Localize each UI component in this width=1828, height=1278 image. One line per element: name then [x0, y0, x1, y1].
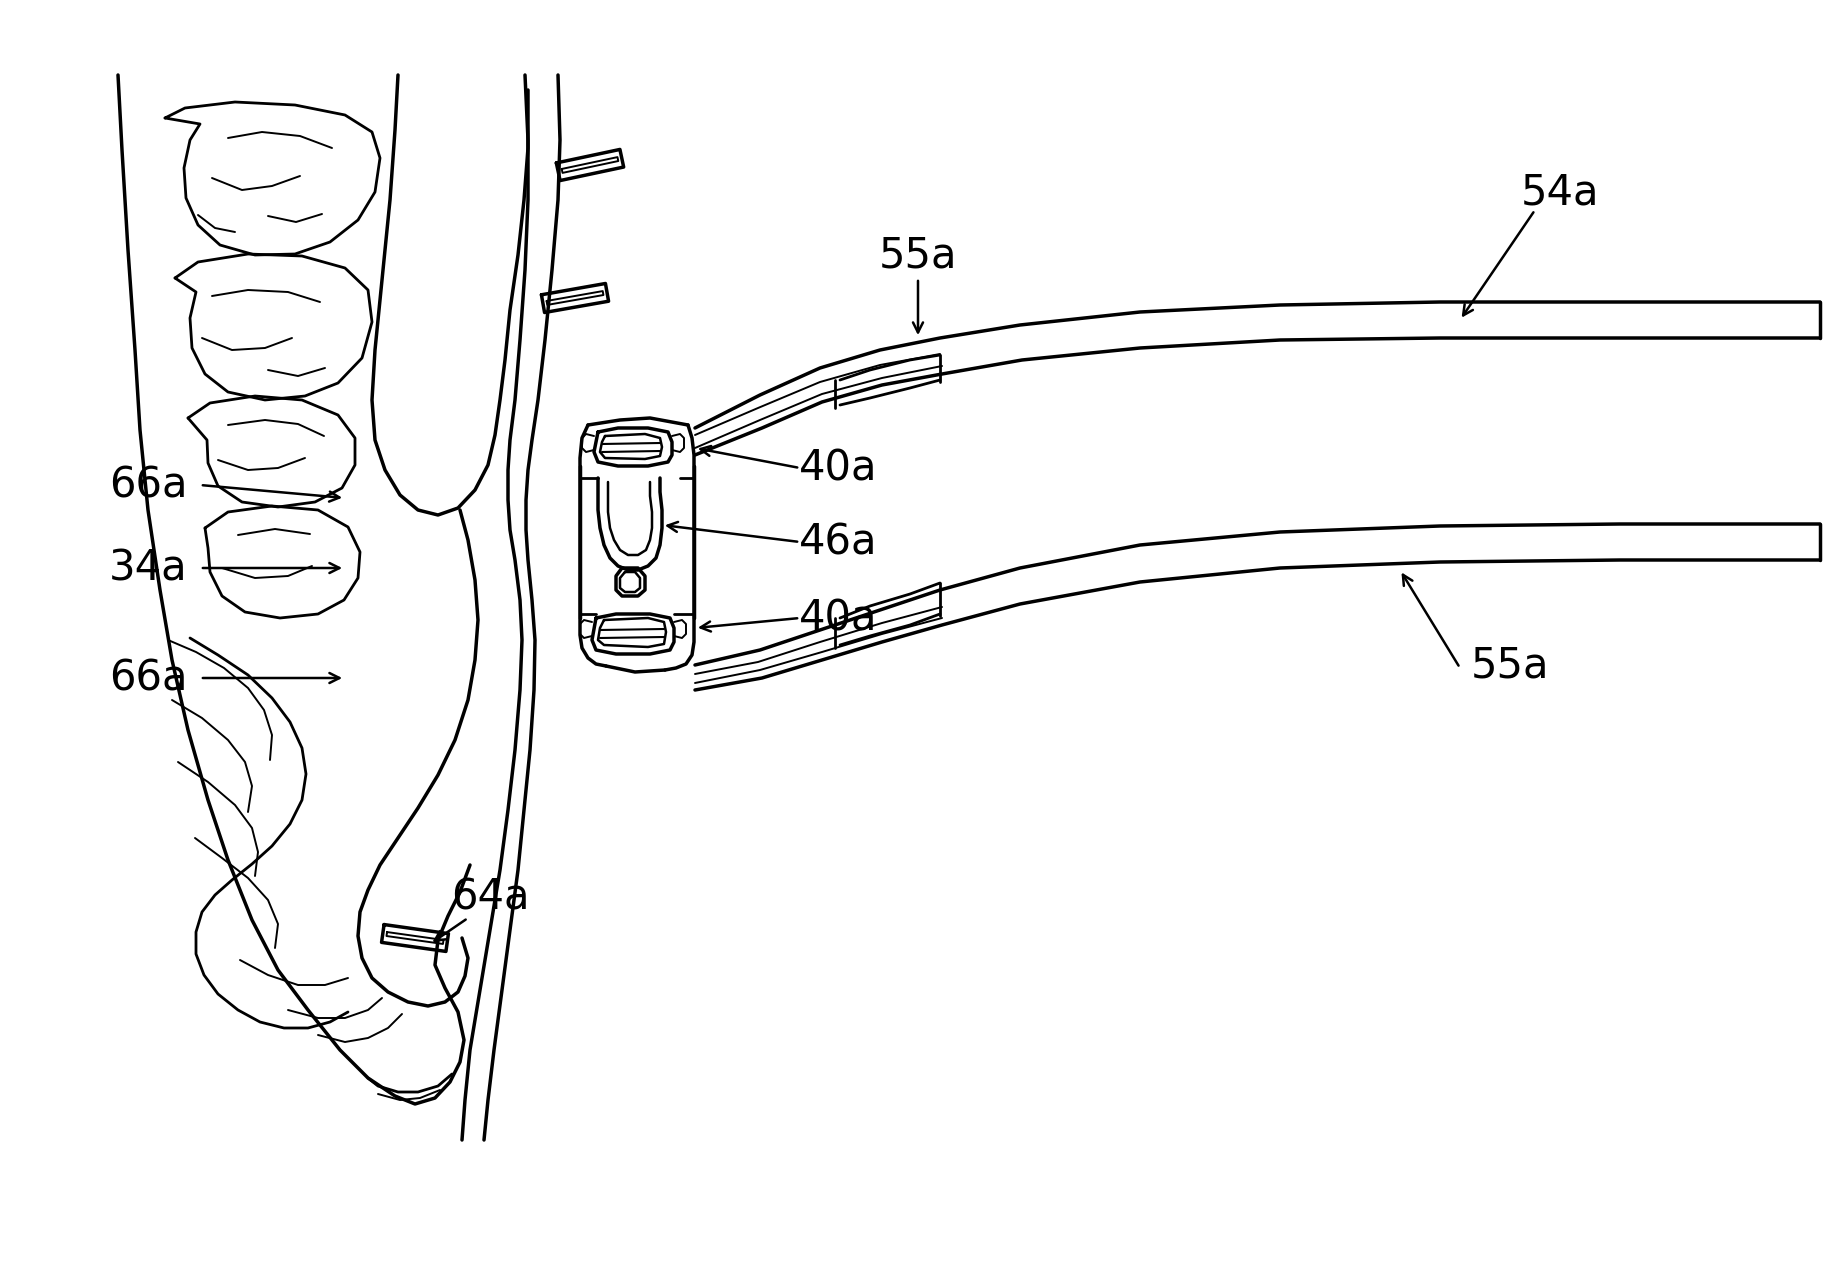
- Text: 66a: 66a: [108, 464, 186, 506]
- Text: 34a: 34a: [108, 547, 186, 589]
- Text: 55a: 55a: [879, 234, 958, 276]
- Text: 55a: 55a: [1472, 644, 1550, 686]
- Text: 54a: 54a: [1521, 171, 1600, 213]
- Text: 40a: 40a: [799, 597, 877, 639]
- Text: 46a: 46a: [799, 521, 877, 564]
- Text: 66a: 66a: [108, 657, 186, 699]
- Text: 64a: 64a: [452, 877, 530, 919]
- Text: 40a: 40a: [799, 447, 877, 489]
